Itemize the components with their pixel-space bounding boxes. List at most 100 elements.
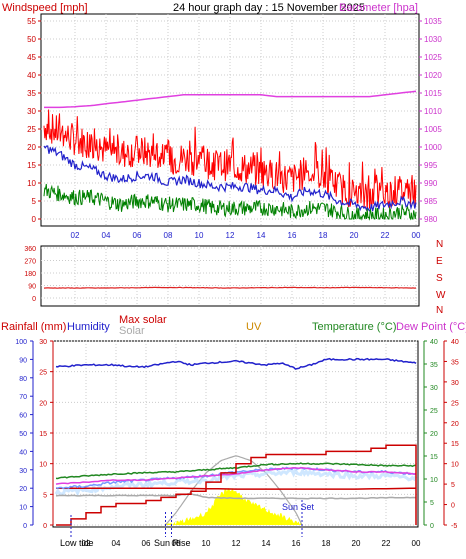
rain-tick-label: 30 — [39, 339, 47, 346]
uv-tick-label: 5 — [430, 500, 434, 507]
compass-tick-label: E — [436, 256, 443, 267]
humidity-line — [55, 357, 417, 370]
rain-tick-label: 10 — [39, 462, 47, 469]
barometer-tick-label: 1025 — [424, 53, 442, 62]
rain-accumulation-line — [56, 444, 417, 526]
solar-line — [55, 492, 417, 500]
wind-low-line — [43, 183, 417, 221]
wind-gust-line — [43, 109, 417, 213]
wind-direction-line — [43, 286, 417, 289]
wind-tick-label: 10 — [27, 179, 36, 188]
humidity-tick-label: 40 — [19, 449, 27, 456]
temperature-tick-label: 20 — [451, 421, 459, 428]
climate-x-tick-label: 18 — [322, 539, 331, 548]
humidity-tick-label: 70 — [19, 394, 27, 401]
humidity-tick-label: 60 — [19, 413, 27, 420]
solar-label: Solar — [119, 325, 145, 337]
climate-x-tick-label: 16 — [292, 539, 301, 548]
sun-set-label: Sun Set — [282, 502, 315, 512]
wind-x-tick-label: 12 — [226, 231, 235, 240]
windspeed-label: Windspeed [mph] — [2, 2, 88, 14]
uv-tick-label: 30 — [430, 385, 438, 392]
uv-tick-label: 40 — [430, 339, 438, 346]
rain-tick-label: 0 — [43, 523, 47, 530]
wind-series — [43, 90, 417, 221]
apparent-temperature-line — [55, 467, 417, 485]
rain-rate-line — [56, 487, 417, 490]
wind-x-tick-label: 06 — [133, 231, 142, 240]
barometer-tick-label: 1015 — [424, 89, 442, 98]
barometer-right-ticks: 980 985 990 995 1000 1005 1010 1015 1020 1025 1030… — [419, 17, 442, 224]
barometer-tick-label: 1035 — [424, 17, 442, 26]
solar-fill — [165, 487, 302, 525]
wind-left-ticks: 0 5 10 15 20 25 30 35 40 45 50 55 — [27, 17, 41, 224]
humidity-label: Humidity — [67, 321, 110, 333]
barometer-label: Barometer [hpa] — [339, 2, 418, 14]
direction-tick-label: 360 — [24, 246, 36, 253]
graph-title: 24 hour graph day : 15 November 2025 — [173, 2, 365, 14]
temperature-tick-label: 35 — [451, 359, 459, 366]
humidity-tick-label: 30 — [19, 468, 27, 475]
wind-x-tick-label: 08 — [164, 231, 173, 240]
barometer-tick-label: 990 — [424, 179, 438, 188]
temperature-tick-label: 30 — [451, 380, 459, 387]
wind-x-tick-label: 20 — [350, 231, 359, 240]
temperature-tick-label: 5 — [451, 482, 455, 489]
wind-x-tick-label: 22 — [381, 231, 390, 240]
climate-x-tick-label: 22 — [382, 539, 391, 548]
wind-tick-label: 15 — [27, 161, 36, 170]
uv-tick-label: 20 — [430, 431, 438, 438]
rainfall-label: Rainfall (mm) — [1, 321, 66, 333]
wind-x-tick-label: 00 — [412, 231, 421, 240]
climate-x-tick-label: 06 — [142, 539, 151, 548]
humidity-tick-label: 20 — [19, 486, 27, 493]
humidity-tick-label: 0 — [23, 523, 27, 530]
humidity-tick-label: 80 — [19, 376, 27, 383]
climate-x-tick-label: 00 — [412, 539, 421, 548]
climate-grid — [53, 340, 418, 527]
climate-x-tick-label: 12 — [232, 539, 241, 548]
uv-tick-label: 10 — [430, 477, 438, 484]
direction-left-ticks: 0 90 180 270 360 — [24, 246, 36, 303]
sun-tide-markers: Low tide Sun Rise Sun Set — [60, 500, 315, 548]
wind-x-tick-label: 14 — [257, 231, 266, 240]
wind-x-ticks: 02 04 06 08 10 12 14 16 18 20 22 00 — [71, 231, 421, 240]
wind-x-tick-label: 10 — [195, 231, 204, 240]
climate-axes: 0102030405060708090100051015202530051015… — [15, 339, 459, 530]
barometer-tick-label: 1020 — [424, 71, 442, 80]
wind-tick-label: 0 — [32, 215, 37, 224]
low-tide-label: Low tide — [60, 538, 94, 548]
humidity-tick-label: 10 — [19, 505, 27, 512]
compass-tick-label: S — [436, 273, 443, 284]
temperature-tick-label: 10 — [451, 462, 459, 469]
wind-tick-label: 50 — [27, 35, 36, 44]
uv-tick-label: 0 — [430, 523, 434, 530]
wind-tick-label: 35 — [27, 89, 36, 98]
humidity-tick-label: 100 — [15, 339, 27, 346]
wind-tick-label: 30 — [27, 107, 36, 116]
rain-tick-label: 20 — [39, 400, 47, 407]
barometer-tick-label: 1000 — [424, 143, 442, 152]
barometer-tick-label: 1010 — [424, 107, 442, 116]
uv-tick-label: 25 — [430, 408, 438, 415]
uv-label: UV — [246, 321, 262, 333]
wind-tick-label: 5 — [32, 197, 37, 206]
barometer-line — [44, 90, 417, 109]
wind-tick-label: 55 — [27, 17, 36, 26]
direction-tick-label: 90 — [28, 284, 36, 291]
wind-x-tick-label: 16 — [288, 231, 297, 240]
sun-rise-label: Sun Rise — [154, 538, 191, 548]
dew-point-label: Dew Point (°C) — [396, 321, 466, 333]
climate-x-tick-label: 14 — [262, 539, 271, 548]
compass-tick-label: W — [436, 290, 446, 301]
climate-x-tick-label: 08 — [172, 539, 181, 548]
temperature-tick-label: 40 — [451, 339, 459, 346]
rain-tick-label: 25 — [39, 370, 47, 377]
direction-tick-label: 0 — [32, 296, 36, 303]
barometer-tick-label: 1030 — [424, 35, 442, 44]
wind-tick-label: 40 — [27, 71, 36, 80]
uv-tick-label: 15 — [430, 454, 438, 461]
barometer-tick-label: 995 — [424, 161, 438, 170]
